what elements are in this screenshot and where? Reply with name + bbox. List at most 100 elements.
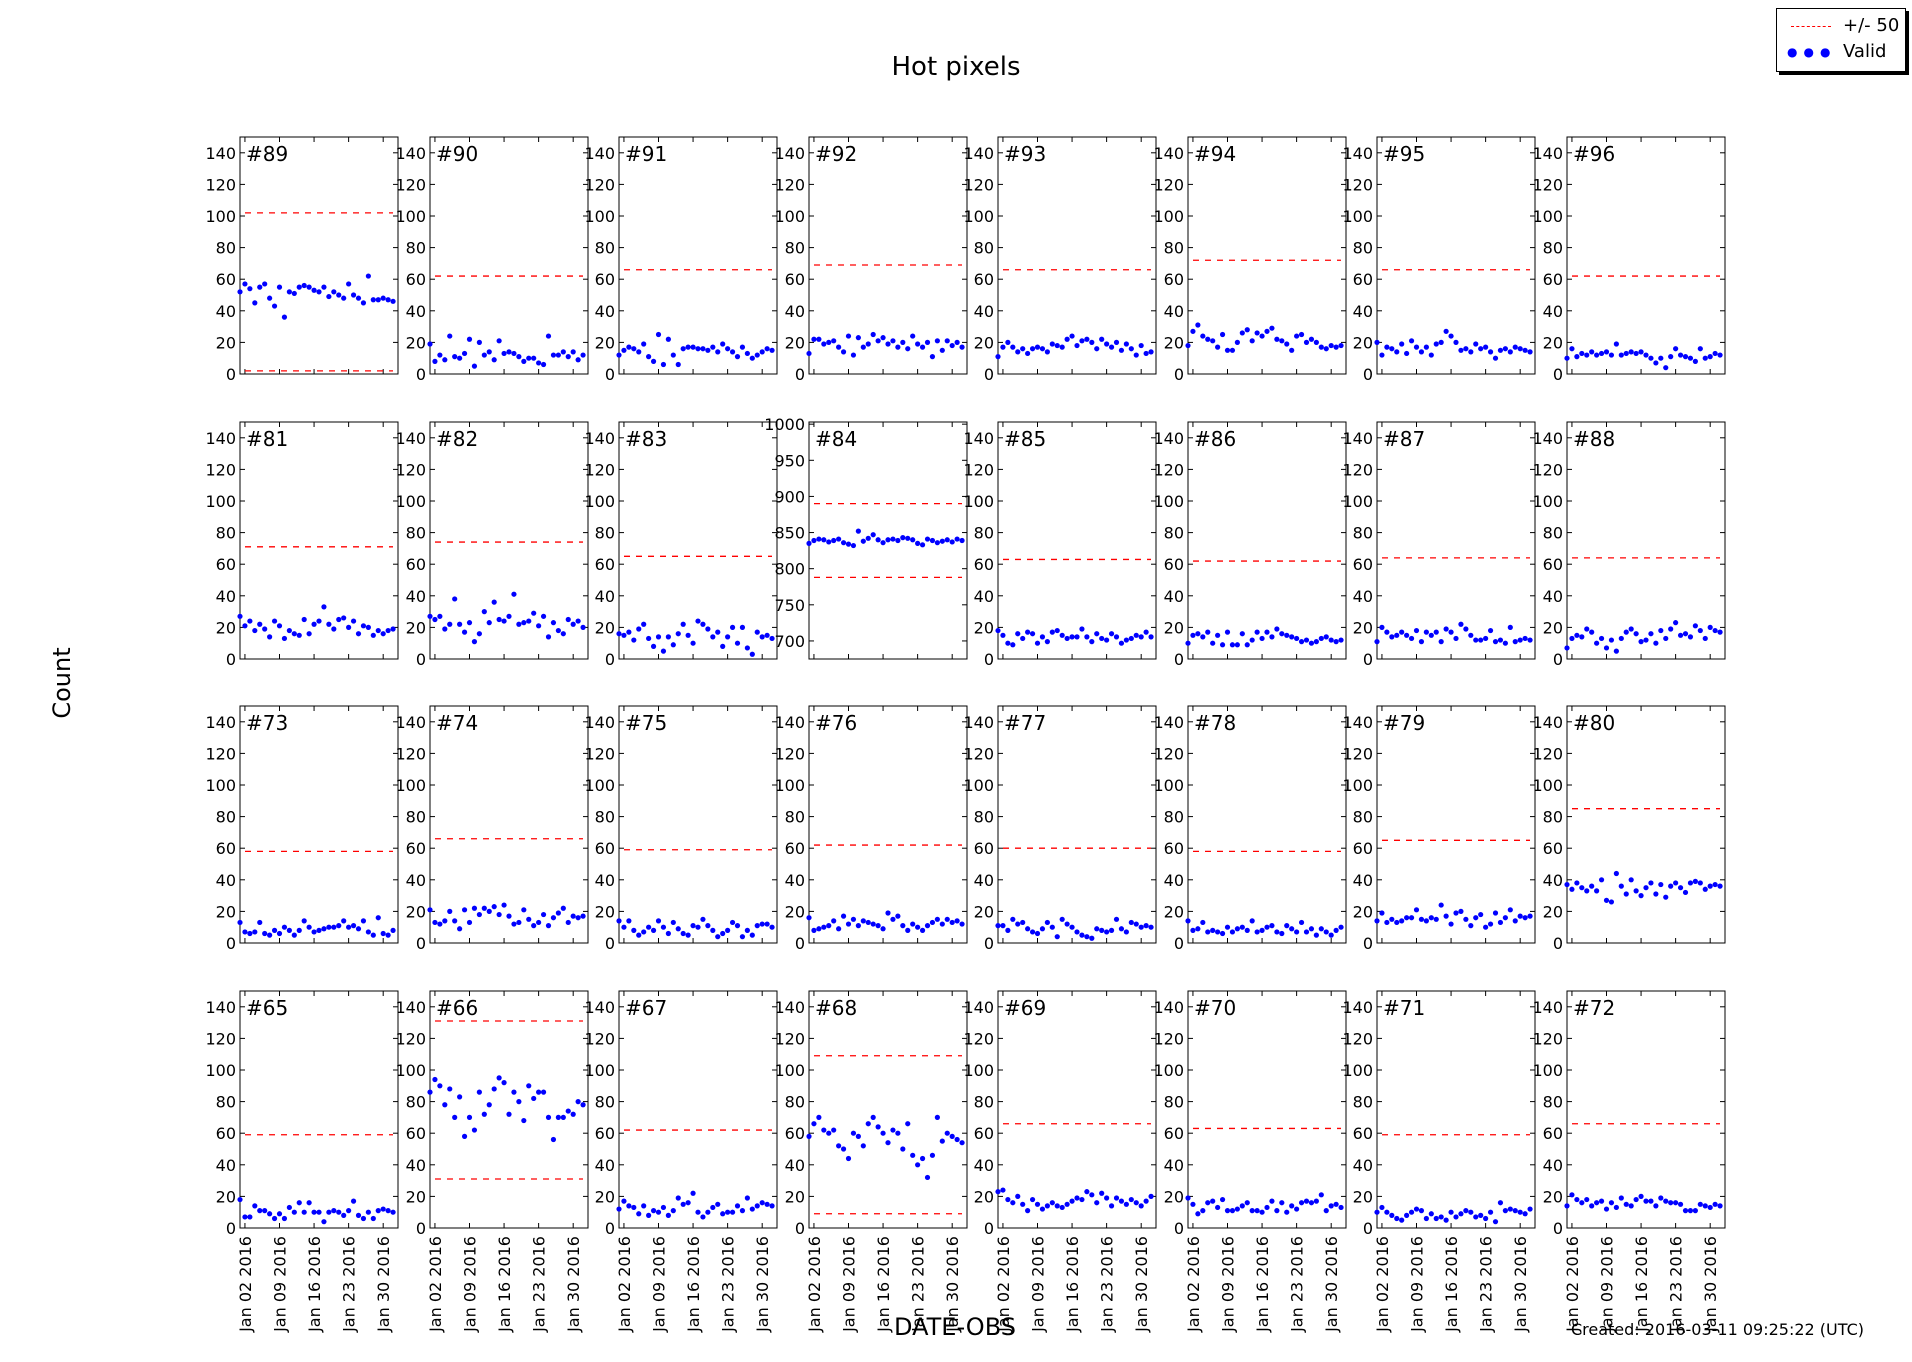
- data-point: [949, 919, 955, 926]
- data-point: [1512, 639, 1518, 645]
- data-point: [1328, 637, 1334, 643]
- data-point: [521, 620, 527, 626]
- y-tick-label: 20: [785, 902, 805, 921]
- data-point: [1502, 346, 1508, 352]
- data-point: [1323, 346, 1329, 352]
- y-tick-label: 100: [774, 776, 805, 795]
- data-point: [885, 910, 891, 916]
- data-point: [427, 341, 433, 347]
- data-point: [370, 632, 376, 638]
- data-point: [1084, 634, 1090, 640]
- y-tick-label: 60: [974, 1124, 994, 1143]
- data-point: [1143, 923, 1149, 929]
- data-point: [1663, 365, 1669, 371]
- data-point: [680, 621, 686, 627]
- y-tick-label: 140: [1153, 144, 1184, 163]
- y-tick-label: 140: [1342, 429, 1373, 448]
- legend-threshold-label: +/- 50: [1843, 15, 1900, 36]
- y-tick-label: 120: [205, 460, 236, 479]
- legend: +/- 50 ●●● Valid: [1776, 8, 1906, 72]
- data-point: [575, 915, 581, 921]
- y-tick-label: 80: [595, 239, 615, 258]
- data-point: [1404, 915, 1410, 921]
- data-point: [1608, 352, 1615, 358]
- y-tick-label: 120: [395, 460, 426, 479]
- data-point: [1648, 355, 1654, 361]
- data-point: [944, 916, 950, 922]
- data-point: [1328, 932, 1334, 938]
- data-point: [1259, 1209, 1265, 1215]
- panel-label: #89: [246, 142, 288, 166]
- data-point: [1438, 639, 1444, 645]
- data-point: [461, 1133, 468, 1139]
- data-point: [516, 621, 522, 627]
- data-point: [860, 918, 866, 924]
- data-point: [675, 926, 681, 932]
- data-point: [1668, 883, 1674, 889]
- x-tick-label: Jan 23 2016: [1288, 1236, 1307, 1333]
- x-tick-label: Jan 09 2016: [1029, 1236, 1048, 1333]
- x-tick-label: Jan 30 2016: [753, 1236, 772, 1333]
- panel-frame: [618, 136, 778, 375]
- data-point: [321, 1219, 327, 1225]
- x-tick-label: Jan 23 2016: [1667, 1236, 1686, 1333]
- data-point: [1492, 1219, 1499, 1225]
- data-point: [1443, 1217, 1449, 1223]
- data-point: [1628, 626, 1634, 632]
- data-point: [1318, 1192, 1324, 1198]
- data-point: [650, 1208, 657, 1214]
- y-tick-label: 100: [395, 1061, 426, 1080]
- data-point: [915, 1162, 921, 1168]
- y-tick-label: 40: [785, 871, 805, 890]
- data-point: [1682, 354, 1689, 360]
- data-point: [1195, 631, 1201, 637]
- data-point: [346, 281, 352, 287]
- y-tick-label: 40: [595, 1156, 615, 1175]
- data-point: [626, 629, 632, 635]
- data-point: [1148, 924, 1154, 930]
- data-point: [380, 631, 386, 637]
- data-point: [1029, 1196, 1036, 1203]
- data-point: [1507, 349, 1513, 355]
- data-point: [1133, 632, 1139, 638]
- data-point: [1284, 341, 1290, 347]
- data-point: [915, 540, 921, 546]
- data-point: [1025, 350, 1031, 357]
- data-point: [476, 339, 482, 345]
- x-tick-label: Jan 23 2016: [1477, 1236, 1496, 1333]
- data-point: [466, 336, 473, 342]
- data-point: [939, 1138, 945, 1144]
- data-point: [949, 342, 955, 349]
- data-point: [865, 535, 871, 541]
- x-tick-label: Jan 30 2016: [564, 1236, 583, 1333]
- data-point: [764, 1201, 770, 1207]
- y-tick-label: 120: [1153, 1029, 1184, 1048]
- y-tick-label: 60: [1543, 555, 1563, 574]
- data-point: [1333, 1201, 1339, 1207]
- data-point: [744, 645, 750, 651]
- data-point: [959, 344, 965, 350]
- data-point: [1099, 635, 1105, 642]
- data-point: [749, 1206, 755, 1212]
- data-point: [934, 338, 940, 344]
- data-point: [880, 540, 886, 546]
- y-tick-label: 80: [216, 1093, 236, 1112]
- y-tick-label: 60: [1353, 1124, 1373, 1143]
- data-point: [1059, 632, 1065, 638]
- data-point: [764, 346, 770, 352]
- data-point: [954, 918, 960, 924]
- data-point: [1608, 899, 1615, 905]
- y-tick-label: 40: [406, 302, 426, 321]
- y-tick-label: 20: [974, 618, 994, 637]
- data-point: [281, 314, 288, 320]
- data-point: [1318, 635, 1324, 642]
- y-tick-label: 140: [205, 713, 236, 732]
- data-point: [516, 919, 522, 926]
- data-point: [1274, 626, 1280, 632]
- data-point: [1000, 923, 1006, 929]
- data-point: [1318, 344, 1324, 350]
- data-point: [995, 923, 1001, 929]
- legend-dash-swatch: [1791, 26, 1831, 27]
- data-point: [336, 923, 342, 929]
- data-point: [296, 1200, 302, 1206]
